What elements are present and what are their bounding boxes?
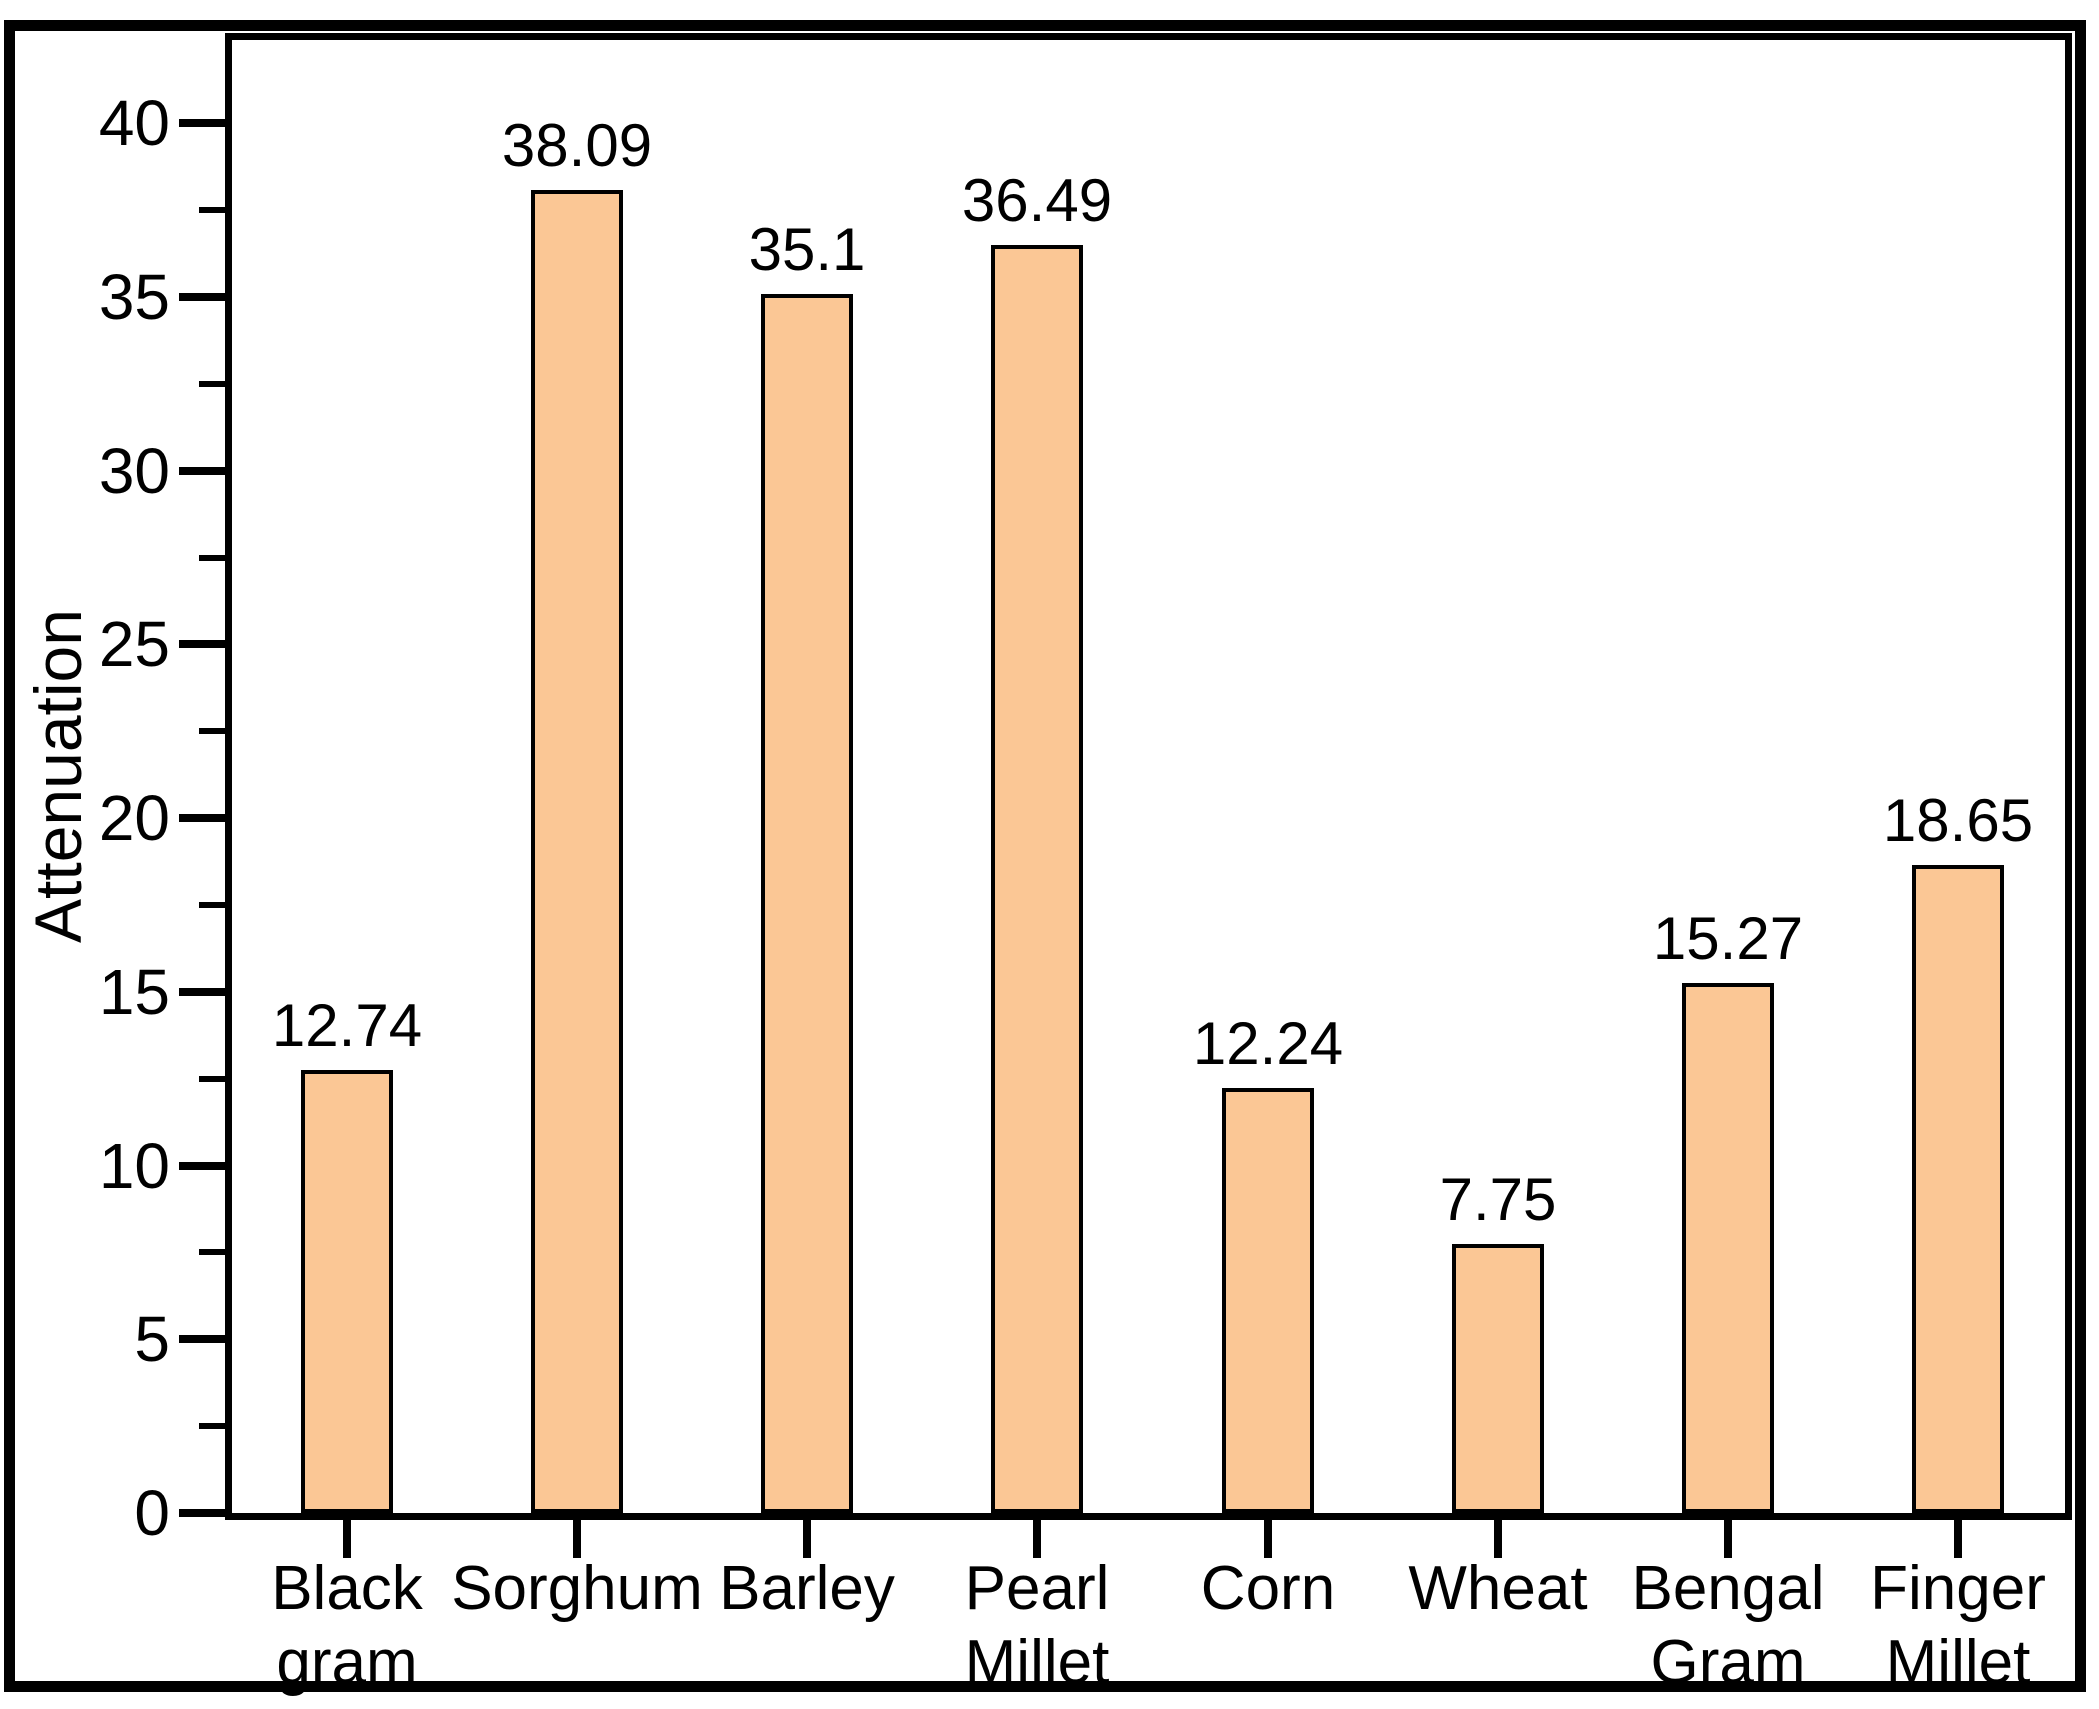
figure-outer-border [4,20,2086,1692]
x-tick-label-line: Millet [1885,1628,2031,1697]
y-tick-label-40: 40 [98,87,170,160]
y-minor-tick [199,728,225,735]
x-tick-label-line: Wheat [1408,1554,1588,1623]
y-minor-tick [199,554,225,561]
x-tick-wheat [1494,1520,1502,1558]
y-tick-label-0: 0 [134,1477,170,1549]
bar-value-label-wheat: 7.75 [1439,1166,1557,1233]
bar-value-label-bengal-gram: 15.27 [1652,905,1804,972]
x-tick-label-line: Millet [964,1628,1110,1697]
bar-value-label-sorghum: 38.09 [501,112,653,179]
bar-bengal-gram [1682,983,1774,1513]
y-tick-label-5: 5 [134,1303,170,1376]
x-tick-label-sorghum: Sorghum [407,1552,747,1626]
y-minor-tick [199,1249,225,1256]
plot-area [225,33,2072,1520]
x-tick-label-barley: Barley [637,1552,977,1626]
x-tick-label-line: Sorghum [451,1554,703,1623]
y-minor-tick [199,380,225,387]
bar-wheat [1452,1244,1544,1513]
y-minor-tick [199,1075,225,1082]
bar-value-label-black-gram: 12.74 [271,992,423,1059]
y-tick-label-20: 20 [98,782,170,855]
x-tick-label-line: Black [271,1554,423,1623]
bar-value-label-corn: 12.24 [1192,1010,1344,1077]
bar-barley [761,294,853,1513]
y-tick-label-10: 10 [98,1129,170,1202]
y-minor-tick [199,207,225,214]
x-tick-black-gram [343,1520,351,1558]
x-tick-label-wheat: Wheat [1328,1552,1668,1626]
y-minor-tick [199,1423,225,1430]
y-tick-label-30: 30 [98,434,170,507]
y-minor-tick [199,902,225,909]
x-tick-label-line: gram [276,1628,418,1697]
bar-value-label-pearl-millet: 36.49 [961,167,1113,234]
y-major-tick-10 [179,1161,225,1170]
x-tick-label-line: Pearl [964,1554,1110,1623]
x-tick-label-black-gram: Black gram [177,1552,517,1700]
bar-finger-millet [1912,865,2004,1513]
bar-black-gram [301,1070,393,1513]
x-tick-label-bengal-gram: Bengal Gram [1558,1552,1898,1700]
y-major-tick-15 [179,987,225,996]
x-tick-label-line: Barley [719,1554,895,1623]
y-major-tick-20 [179,814,225,823]
y-tick-label-25: 25 [98,608,170,681]
x-tick-label-pearl-millet: Pearl Millet [867,1552,1207,1700]
bar-pearl-millet [991,245,1083,1513]
y-tick-label-15: 15 [98,955,170,1028]
x-tick-barley [803,1520,811,1558]
bar-value-label-finger-millet: 18.65 [1882,787,2034,854]
y-tick-label-35: 35 [98,261,170,334]
x-tick-label-line: Corn [1200,1554,1336,1623]
y-major-tick-35 [179,293,225,302]
x-tick-label-corn: Corn [1098,1552,1438,1626]
y-major-tick-30 [179,466,225,475]
x-tick-finger-millet [1954,1520,1962,1558]
x-tick-label-line: Bengal [1631,1554,1825,1623]
bar-value-label-barley: 35.1 [748,216,866,283]
x-tick-label-finger-millet: Finger Millet [1788,1552,2099,1700]
bar-corn [1222,1088,1314,1513]
x-tick-label-line: Gram [1650,1628,1806,1697]
y-major-tick-5 [179,1335,225,1344]
y-major-tick-0 [179,1509,225,1517]
bar-sorghum [531,190,623,1513]
x-tick-corn [1264,1520,1272,1558]
x-tick-bengal-gram [1724,1520,1732,1558]
x-tick-pearl-millet [1033,1520,1041,1558]
x-tick-sorghum [573,1520,581,1558]
y-major-tick-25 [179,640,225,649]
x-tick-label-line: Finger [1870,1554,2046,1623]
y-major-tick-40 [179,119,225,128]
